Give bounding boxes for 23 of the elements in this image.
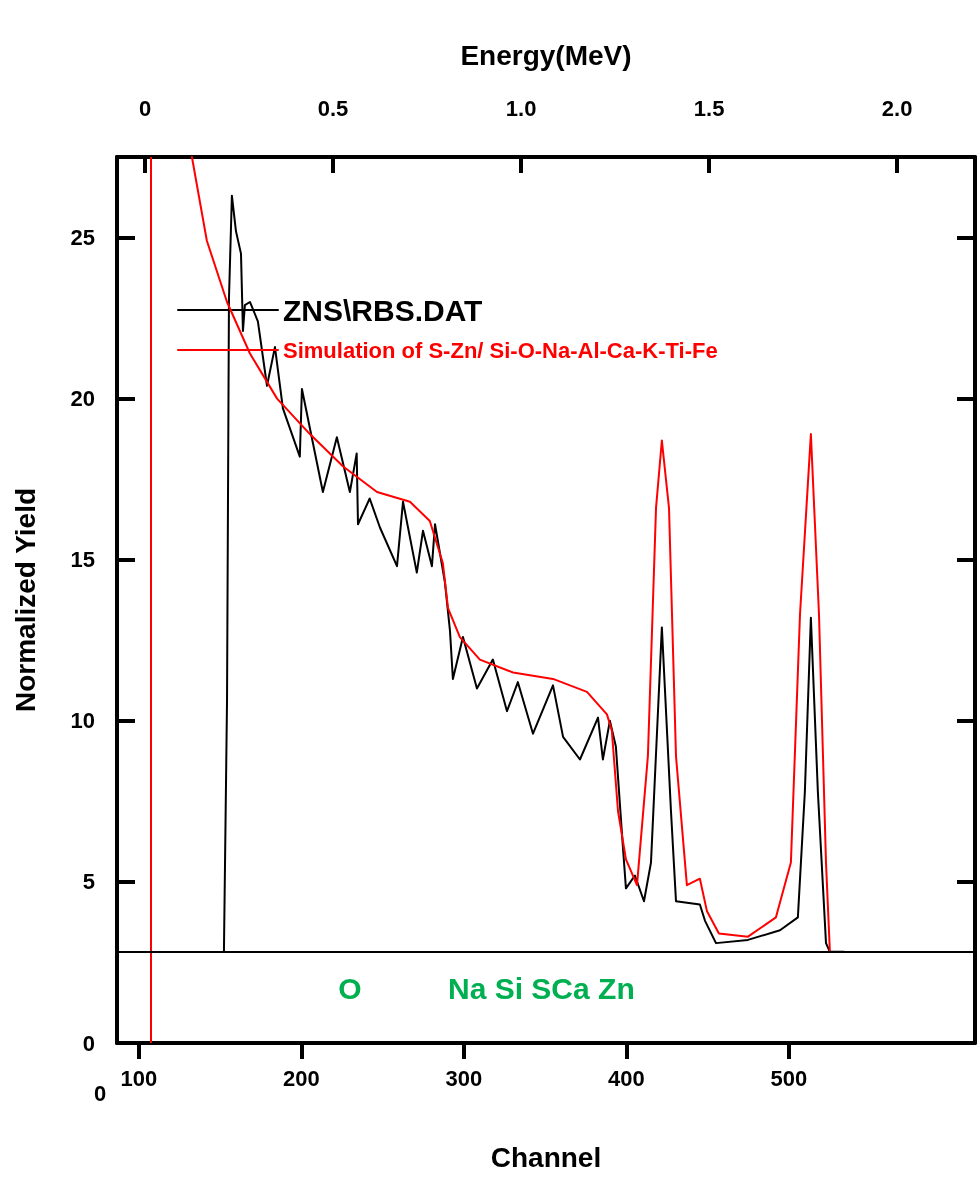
- annotation: O: [338, 971, 362, 1005]
- x2-axis-title: Energy(MeV): [460, 39, 632, 71]
- x-tick-label: 300: [445, 1065, 483, 1091]
- y-tick-label: 25: [70, 225, 95, 251]
- x-tick-label: 500: [770, 1065, 808, 1091]
- x2-tick-label: 1.0: [505, 95, 537, 121]
- x-tick-label: 400: [608, 1065, 645, 1091]
- x2-tick-label: 1.5: [693, 95, 725, 121]
- x-tick-label: 200: [283, 1065, 320, 1091]
- x-tick-label: 100: [120, 1065, 158, 1091]
- y-tick-label: 15: [70, 547, 95, 573]
- y-tick-label: 5: [82, 869, 95, 895]
- x2-tick-label: 0.5: [317, 95, 349, 121]
- y-tick-label: 20: [70, 386, 95, 412]
- legend-label: Simulation of S-Zn/ Si-O-Na-Al-Ca-K-Ti-Fe: [283, 337, 718, 363]
- y-axis-title: Normalized Yield: [9, 487, 41, 713]
- annotation: Na Si SCa Zn: [448, 971, 635, 1005]
- legend-label: ZNS\RBS.DAT: [283, 293, 483, 327]
- x-axis-title: Channel: [490, 1141, 602, 1173]
- y-tick-label: 10: [70, 708, 95, 734]
- x2-tick-label: 2.0: [881, 95, 913, 121]
- y-tick-label: 0: [82, 1030, 95, 1056]
- x2-tick-label: 0: [138, 95, 152, 121]
